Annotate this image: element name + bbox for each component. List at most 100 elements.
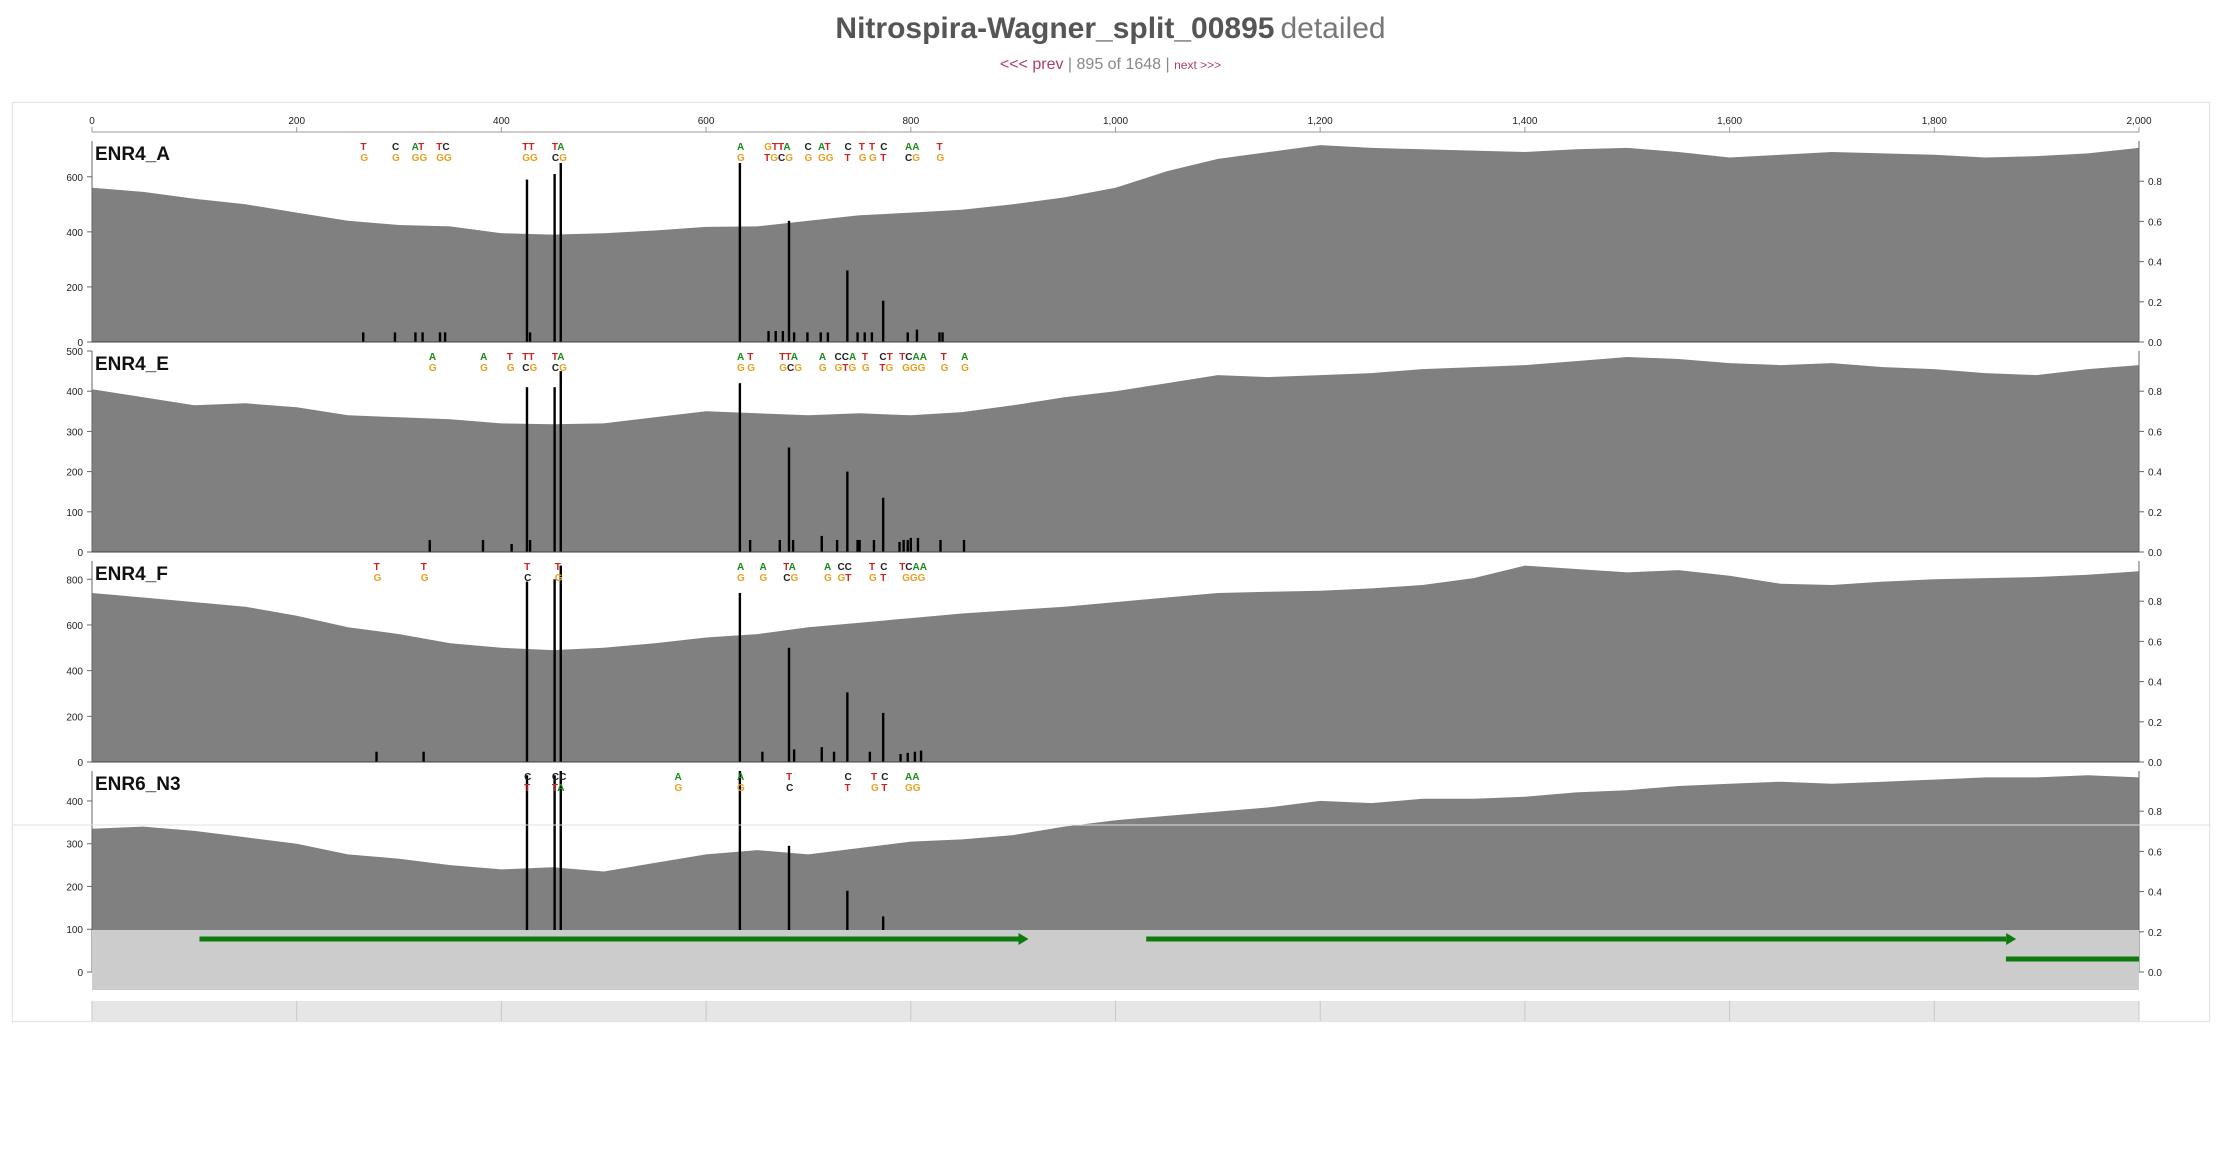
nucleotide-char: C	[778, 153, 785, 164]
next-link[interactable]: next >>>	[1174, 58, 1222, 72]
variant-bar	[819, 332, 822, 342]
nucleotide-char: C	[787, 363, 794, 374]
nucleotide-label: T	[869, 562, 875, 573]
top-axis-tick-label: 200	[288, 116, 305, 127]
variant-bar	[553, 174, 556, 342]
nucleotide-label: GTG	[835, 363, 857, 374]
nucleotide-label: G	[737, 363, 745, 374]
right-axis-tick-label: 0.6	[2148, 847, 2162, 858]
nucleotide-label: G	[869, 153, 877, 164]
nucleotide-label: G	[737, 153, 745, 164]
nucleotide-label: T	[869, 142, 875, 153]
variant-bar	[738, 163, 742, 342]
nucleotide-label: T	[844, 153, 850, 164]
variant-bar	[525, 387, 529, 552]
nucleotide-label: C	[786, 783, 793, 794]
gene-arrow-head	[1018, 933, 1029, 945]
nucleotide-label: G	[805, 153, 813, 164]
nucleotide-label: A	[737, 142, 744, 153]
variant-bar	[915, 329, 919, 342]
nucleotide-label: T	[524, 783, 530, 794]
nucleotide-char: G	[912, 153, 920, 164]
nucleotide-label: G	[871, 783, 879, 794]
nucleotide-char: G	[818, 153, 826, 164]
variant-bar	[902, 539, 905, 552]
nucleotide-label: GCG	[779, 363, 802, 374]
nucleotide-char: G	[444, 153, 452, 164]
nucleotide-char: T	[783, 562, 789, 573]
nucleotide-label: T	[524, 562, 530, 573]
variant-bar	[787, 447, 791, 552]
nucleotide-char: T	[785, 352, 791, 363]
nucleotide-char: G	[779, 363, 787, 374]
nucleotide-label: TCAA	[899, 352, 927, 363]
variant-bar	[899, 754, 902, 762]
variant-bar	[748, 539, 752, 552]
left-axis-tick-label: 200	[66, 283, 83, 294]
nucleotide-char: C	[552, 772, 559, 783]
top-x-axis: 0 200 400 600 800 1,000 1,200 1,400 1,600 1,800 2,…	[89, 116, 2152, 133]
left-axis-tick-label: 100	[66, 925, 83, 936]
nucleotide-label: T	[555, 562, 561, 573]
nucleotide-label: A	[737, 352, 744, 363]
nucleotide-char: T	[522, 142, 528, 153]
nucleotide-label: G	[392, 153, 400, 164]
coverage-area	[92, 565, 2139, 762]
top-axis-tick-label: 1,600	[1717, 116, 1742, 127]
top-axis-tick-label: 400	[493, 116, 510, 127]
left-axis-tick-label: 600	[66, 621, 83, 632]
variant-bar	[868, 751, 872, 762]
right-axis-tick-label: 0.0	[2148, 548, 2162, 559]
nucleotide-char: T	[845, 573, 851, 584]
nucleotide-char: T	[528, 142, 534, 153]
nucleotide-char: G	[412, 153, 420, 164]
prev-link[interactable]: <<< prev	[999, 56, 1064, 73]
nucleotide-char: T	[899, 562, 905, 573]
variant-bar	[428, 539, 431, 552]
nucleotide-label: G	[480, 363, 488, 374]
variant-bar	[393, 332, 397, 342]
variant-bar	[414, 332, 417, 342]
nucleotide-label: C	[844, 772, 851, 783]
nucleotide-label: TC	[436, 142, 449, 153]
variant-bar	[909, 537, 912, 552]
nucleotide-label: G	[429, 363, 437, 374]
nucleotide-char: T	[436, 142, 442, 153]
nucleotide-label: G	[555, 573, 563, 584]
variant-bar	[528, 332, 532, 342]
left-axis-tick-label: 300	[66, 840, 83, 851]
nucleotide-label: TT	[522, 142, 534, 153]
nucleotide-label: T	[937, 142, 943, 153]
nucleotide-char: C	[845, 562, 852, 573]
nucleotide-label: T	[421, 562, 427, 573]
nucleotide-label: TCAA	[899, 562, 927, 573]
nucleotide-label: T	[360, 142, 366, 153]
left-axis-tick-label: 400	[66, 797, 83, 808]
nucleotide-char: A	[557, 142, 564, 153]
nucleotide-char: A	[913, 562, 920, 573]
nucleotide-label: C	[392, 142, 399, 153]
gene-arrow-shaft	[199, 936, 1019, 942]
variant-bar	[528, 539, 532, 552]
nucleotide-char: A	[912, 772, 919, 783]
nucleotide-char: C	[552, 153, 559, 164]
variant-bar	[525, 179, 529, 342]
nucleotide-char: G	[910, 573, 918, 584]
nucleotide-char: T	[879, 363, 885, 374]
nucleotide-char: G	[902, 363, 910, 374]
page-title: Nitrospira-Wagner_split_00895 detailed	[0, 12, 2221, 46]
nucleotide-label: G	[859, 153, 867, 164]
right-axis-tick-label: 0.0	[2148, 758, 2162, 769]
nucleotide-label: GG	[412, 153, 428, 164]
pager-position: 895 of 1648	[1076, 56, 1162, 73]
variant-bar	[872, 539, 876, 552]
variant-bar	[559, 565, 562, 762]
left-axis-tick-label: 0	[77, 758, 83, 769]
variant-bar	[481, 539, 485, 552]
coverage-area	[92, 145, 2139, 342]
variant-bar	[941, 332, 944, 342]
right-axis-tick-label: 0.6	[2148, 217, 2162, 228]
variant-bar	[792, 749, 796, 762]
nucleotide-char: A	[557, 783, 564, 794]
nucleotide-label: T	[374, 562, 380, 573]
